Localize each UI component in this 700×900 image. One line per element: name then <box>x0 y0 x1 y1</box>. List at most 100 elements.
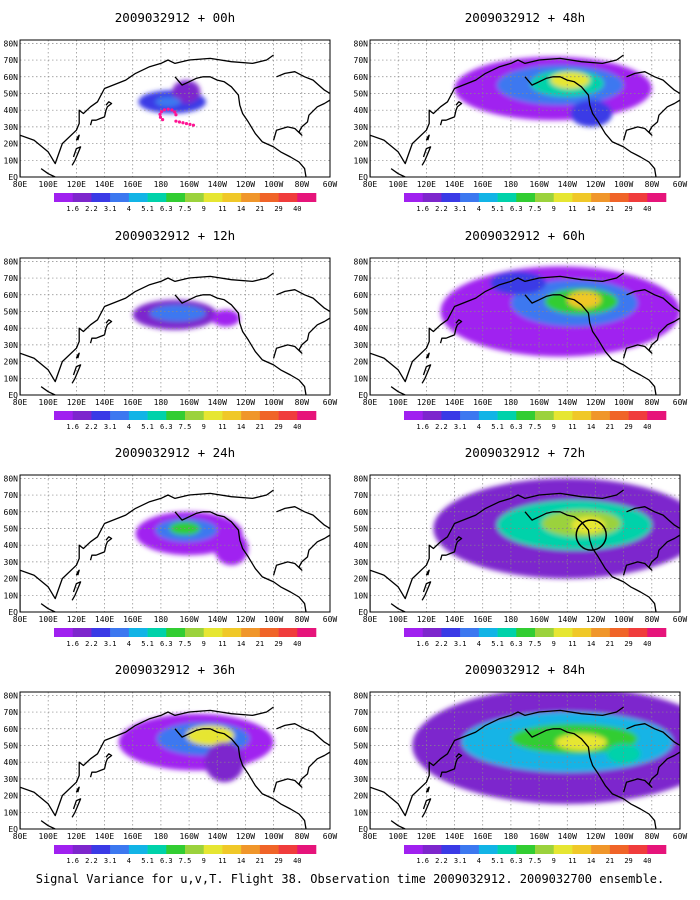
colorbar-tick-label: 4 <box>127 640 131 648</box>
lon-label: 60W <box>323 180 338 189</box>
colorbar-tick-label: 14 <box>237 857 245 865</box>
colorbar-tick-label: 7.5 <box>179 205 192 213</box>
lat-label: EQ <box>8 825 18 834</box>
lat-label: 30N <box>4 123 19 132</box>
lat-label: EQ <box>358 608 368 617</box>
colorbar-swatch <box>147 845 167 854</box>
colorbar-tick-label: 14 <box>587 205 595 213</box>
colorbar-swatch <box>628 845 648 854</box>
lon-label: 100E <box>39 832 58 841</box>
colorbar-swatch <box>185 628 205 637</box>
lat-label: 30N <box>354 775 369 784</box>
lon-label: 160E <box>123 180 142 189</box>
colorbar-swatch <box>297 193 317 202</box>
lon-label: 100W <box>264 180 283 189</box>
map-panel: 2009032912 + 12h 80N 70N 60N 50N 40N 30N 20N 10N… <box>4 228 338 431</box>
variance-field <box>135 511 249 566</box>
lon-label: 160E <box>123 832 142 841</box>
colorbar-swatch <box>278 193 298 202</box>
colorbar-tick-label: 4 <box>127 423 131 431</box>
colorbar-swatch <box>72 628 92 637</box>
map-frame <box>369 257 681 396</box>
lon-label: 100W <box>264 615 283 624</box>
colorbar-swatch <box>203 628 223 637</box>
lon-label: 120W <box>236 180 255 189</box>
colorbar-tick-label: 1.6 <box>66 857 79 865</box>
colorbar-tick-label: 11 <box>568 640 576 648</box>
colorbar-tick-label: 1.6 <box>66 640 79 648</box>
lon-label: 160E <box>473 398 492 407</box>
colorbar-swatch <box>647 193 667 202</box>
coastline <box>524 511 657 612</box>
variance-blob <box>550 71 590 89</box>
coastline <box>390 603 406 612</box>
colorbar-swatch <box>241 193 261 202</box>
variance-blob <box>606 743 641 764</box>
colorbar-swatch <box>441 845 461 854</box>
lat-label: 30N <box>354 123 369 132</box>
lat-label: 40N <box>354 324 369 333</box>
colorbar-tick-label: 1.6 <box>66 423 79 431</box>
colorbar-tick-label: 2.2 <box>435 640 448 648</box>
map-area <box>20 475 330 612</box>
lon-label: 140W <box>558 398 577 407</box>
lon-label: 160W <box>179 832 198 841</box>
colorbar: 1.6 2.2 3.1 4 5.1 6.3 7.5 9 11 14 21 29 40 <box>404 628 667 648</box>
graticule <box>370 40 680 177</box>
colorbar-tick-label: 7.5 <box>529 857 542 865</box>
colorbar-swatch <box>441 628 461 637</box>
colorbar-swatch <box>478 411 498 420</box>
lat-label: 10N <box>354 591 369 600</box>
panel-title: 2009032912 + 36h <box>115 662 235 677</box>
colorbar-tick-label: 3.1 <box>104 857 117 865</box>
coastline <box>75 134 80 141</box>
coastline <box>89 536 113 561</box>
coastline <box>20 706 274 829</box>
variance-field <box>412 692 680 804</box>
coastline <box>272 317 330 359</box>
lat-label: 40N <box>4 106 19 115</box>
lon-label: 120W <box>586 398 605 407</box>
colorbar-swatch <box>222 628 242 637</box>
lat-label: 70N <box>354 491 369 500</box>
track-point <box>188 122 192 126</box>
colorbar-swatch <box>609 193 629 202</box>
colorbar-tick-label: 7.5 <box>529 640 542 648</box>
lat-label: 60N <box>4 73 19 82</box>
colorbar-tick-label: 4 <box>127 857 131 865</box>
colorbar-swatch <box>478 193 498 202</box>
lat-label: 20N <box>354 792 369 801</box>
lat-label: 60N <box>4 291 19 300</box>
colorbar-tick-label: 9 <box>552 205 556 213</box>
lat-label: 40N <box>4 324 19 333</box>
colorbar-swatch <box>110 845 130 854</box>
coastline <box>425 569 430 576</box>
graticule <box>20 475 330 612</box>
colorbar-swatch <box>259 845 279 854</box>
colorbar-tick-label: 9 <box>552 857 556 865</box>
panel-title: 2009032912 + 60h <box>465 228 585 243</box>
colorbar-tick-label: 4 <box>477 857 481 865</box>
colorbar-tick-label: 21 <box>606 205 614 213</box>
colorbar-tick-label: 40 <box>643 423 651 431</box>
lon-label: 140W <box>208 615 227 624</box>
colorbar-swatch <box>128 628 148 637</box>
lon-label: 140E <box>95 180 114 189</box>
colorbar: 1.6 2.2 3.1 4 5.1 6.3 7.5 9 11 14 21 29 40 <box>404 411 667 431</box>
colorbar-tick-label: 29 <box>274 205 282 213</box>
lon-label: 100W <box>614 832 633 841</box>
map-frame <box>369 39 681 178</box>
lon-label: 120E <box>417 398 436 407</box>
colorbar-swatch <box>91 193 111 202</box>
lat-label: 50N <box>4 307 19 316</box>
lon-label: 80W <box>295 180 310 189</box>
coastline <box>20 54 274 177</box>
coastlines <box>370 272 680 395</box>
target-circle <box>575 519 607 551</box>
lon-label: 120W <box>236 398 255 407</box>
colorbar-swatch <box>128 411 148 420</box>
coastline <box>439 319 463 344</box>
colorbar-swatch <box>422 845 442 854</box>
panel-title: 2009032912 + 00h <box>115 10 235 25</box>
